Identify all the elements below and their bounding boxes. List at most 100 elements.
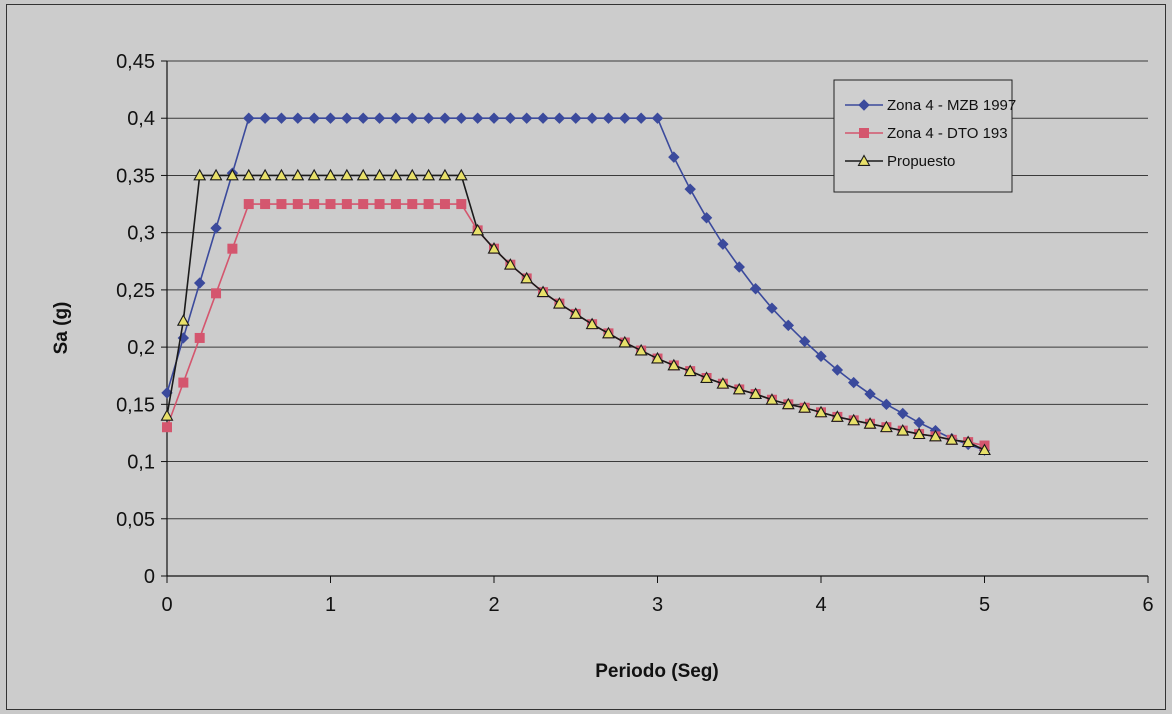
y-tick-label: 0,25 bbox=[116, 280, 155, 302]
legend-label: Propuesto bbox=[887, 153, 955, 170]
data-point-diamond bbox=[798, 335, 811, 348]
data-point-diamond bbox=[831, 364, 844, 376]
legend-entry: Zona 4 - MZB 1997 bbox=[845, 97, 1016, 114]
data-point-triangle bbox=[405, 168, 419, 181]
data-point-diamond bbox=[422, 112, 435, 124]
data-point-square bbox=[260, 199, 271, 210]
data-point-triangle bbox=[569, 307, 583, 319]
data-point-triangle bbox=[487, 242, 501, 254]
data-point-square bbox=[374, 199, 385, 210]
data-point-triangle bbox=[929, 429, 942, 442]
data-point-triangle bbox=[830, 410, 844, 422]
data-point-triangle bbox=[503, 258, 517, 270]
x-tick-label: 6 bbox=[1142, 594, 1153, 616]
x-tick-label: 3 bbox=[652, 594, 663, 616]
data-point-diamond bbox=[275, 112, 288, 124]
data-point-diamond bbox=[504, 112, 517, 124]
data-point-triangle bbox=[700, 371, 713, 383]
series-square bbox=[162, 199, 990, 451]
data-point-triangle bbox=[896, 424, 910, 436]
x-axis-title: Periodo (Seg) bbox=[595, 661, 719, 682]
data-point-triangle bbox=[732, 382, 746, 395]
data-point-diamond bbox=[570, 112, 582, 124]
data-point-triangle bbox=[471, 223, 485, 236]
data-point-triangle bbox=[258, 168, 272, 181]
data-point-triangle bbox=[225, 168, 239, 181]
data-point-square bbox=[211, 288, 222, 299]
series-layer bbox=[160, 112, 991, 456]
data-point-triangle bbox=[814, 405, 828, 418]
axes: 0 0,05 0,1 0,15 0,2 0,25 0,3 0,35 0,4 0,45 0 1 2 3 4 5 6 bbox=[116, 51, 1154, 616]
data-point-diamond bbox=[373, 112, 386, 124]
data-point-diamond bbox=[619, 112, 631, 124]
data-point-triangle bbox=[945, 433, 959, 445]
data-point-diamond bbox=[292, 112, 304, 124]
data-point-diamond bbox=[341, 112, 353, 124]
data-point-triangle bbox=[291, 168, 305, 181]
data-point-triangle bbox=[781, 397, 795, 410]
data-point-diamond bbox=[913, 416, 925, 429]
data-point-square bbox=[227, 243, 238, 254]
data-point-diamond bbox=[324, 112, 337, 124]
data-point-diamond bbox=[864, 388, 876, 400]
series-line bbox=[166, 203, 985, 447]
data-point-diamond bbox=[455, 112, 468, 124]
data-point-triangle bbox=[879, 420, 893, 433]
data-point-diamond bbox=[390, 112, 402, 124]
data-point-diamond bbox=[520, 112, 533, 124]
data-point-diamond bbox=[717, 238, 729, 250]
legend-entry: Zona 4 - DTO 193 bbox=[845, 125, 1008, 142]
data-point-diamond bbox=[815, 350, 827, 362]
data-point-square bbox=[292, 199, 303, 210]
data-point-square bbox=[439, 199, 450, 210]
legend-label: Zona 4 - DTO 193 bbox=[887, 125, 1008, 142]
x-tick-label: 2 bbox=[488, 594, 499, 616]
data-point-triangle bbox=[618, 335, 632, 348]
y-tick-label: 0,05 bbox=[116, 509, 155, 531]
legend: Zona 4 - MZB 1997 Zona 4 - DTO 193 Propues… bbox=[833, 79, 1016, 193]
data-point-square bbox=[456, 199, 467, 210]
data-point-diamond bbox=[161, 387, 173, 399]
data-point-triangle bbox=[798, 401, 812, 413]
data-point-diamond bbox=[880, 398, 893, 411]
data-point-triangle bbox=[193, 168, 207, 181]
data-point-square bbox=[358, 199, 369, 210]
data-point-square bbox=[194, 332, 205, 343]
x-tick-label: 4 bbox=[815, 594, 826, 616]
chart-frame: 0 0,05 0,1 0,15 0,2 0,25 0,3 0,35 0,4 0,45 0 1 2 3 4 5 6… bbox=[6, 4, 1166, 710]
data-point-diamond bbox=[537, 112, 549, 124]
x-tick-label: 5 bbox=[979, 594, 990, 616]
data-point-diamond bbox=[243, 112, 255, 124]
data-point-square bbox=[423, 199, 434, 210]
data-point-diamond bbox=[471, 112, 484, 124]
data-point-diamond bbox=[668, 151, 680, 163]
data-point-triangle bbox=[242, 168, 256, 181]
data-point-square bbox=[341, 199, 352, 210]
data-point-triangle bbox=[454, 168, 468, 181]
data-point-triangle bbox=[716, 377, 730, 389]
data-point-triangle bbox=[356, 168, 370, 181]
data-point-triangle bbox=[536, 285, 550, 298]
y-tick-label: 0,35 bbox=[116, 165, 155, 187]
data-point-diamond bbox=[586, 112, 598, 124]
data-point-diamond bbox=[651, 112, 664, 124]
data-point-triangle bbox=[651, 351, 664, 364]
data-point-triangle bbox=[160, 409, 174, 421]
data-point-triangle bbox=[422, 168, 436, 181]
legend-label: Zona 4 - MZB 1997 bbox=[887, 97, 1016, 114]
data-point-triangle bbox=[552, 296, 566, 309]
data-point-diamond bbox=[488, 112, 500, 124]
data-point-diamond bbox=[406, 112, 418, 124]
data-point-triangle bbox=[961, 435, 975, 448]
data-point-square bbox=[276, 199, 287, 210]
data-point-diamond bbox=[733, 261, 745, 273]
data-point-triangle bbox=[438, 168, 452, 181]
y-tick-label: 0,1 bbox=[127, 452, 155, 474]
data-point-diamond bbox=[553, 112, 566, 124]
data-point-square bbox=[178, 377, 189, 388]
data-point-triangle bbox=[176, 314, 190, 326]
x-tick-label: 1 bbox=[325, 594, 336, 616]
data-point-triangle bbox=[683, 364, 697, 377]
data-point-square bbox=[162, 422, 172, 433]
data-point-square bbox=[390, 199, 401, 210]
